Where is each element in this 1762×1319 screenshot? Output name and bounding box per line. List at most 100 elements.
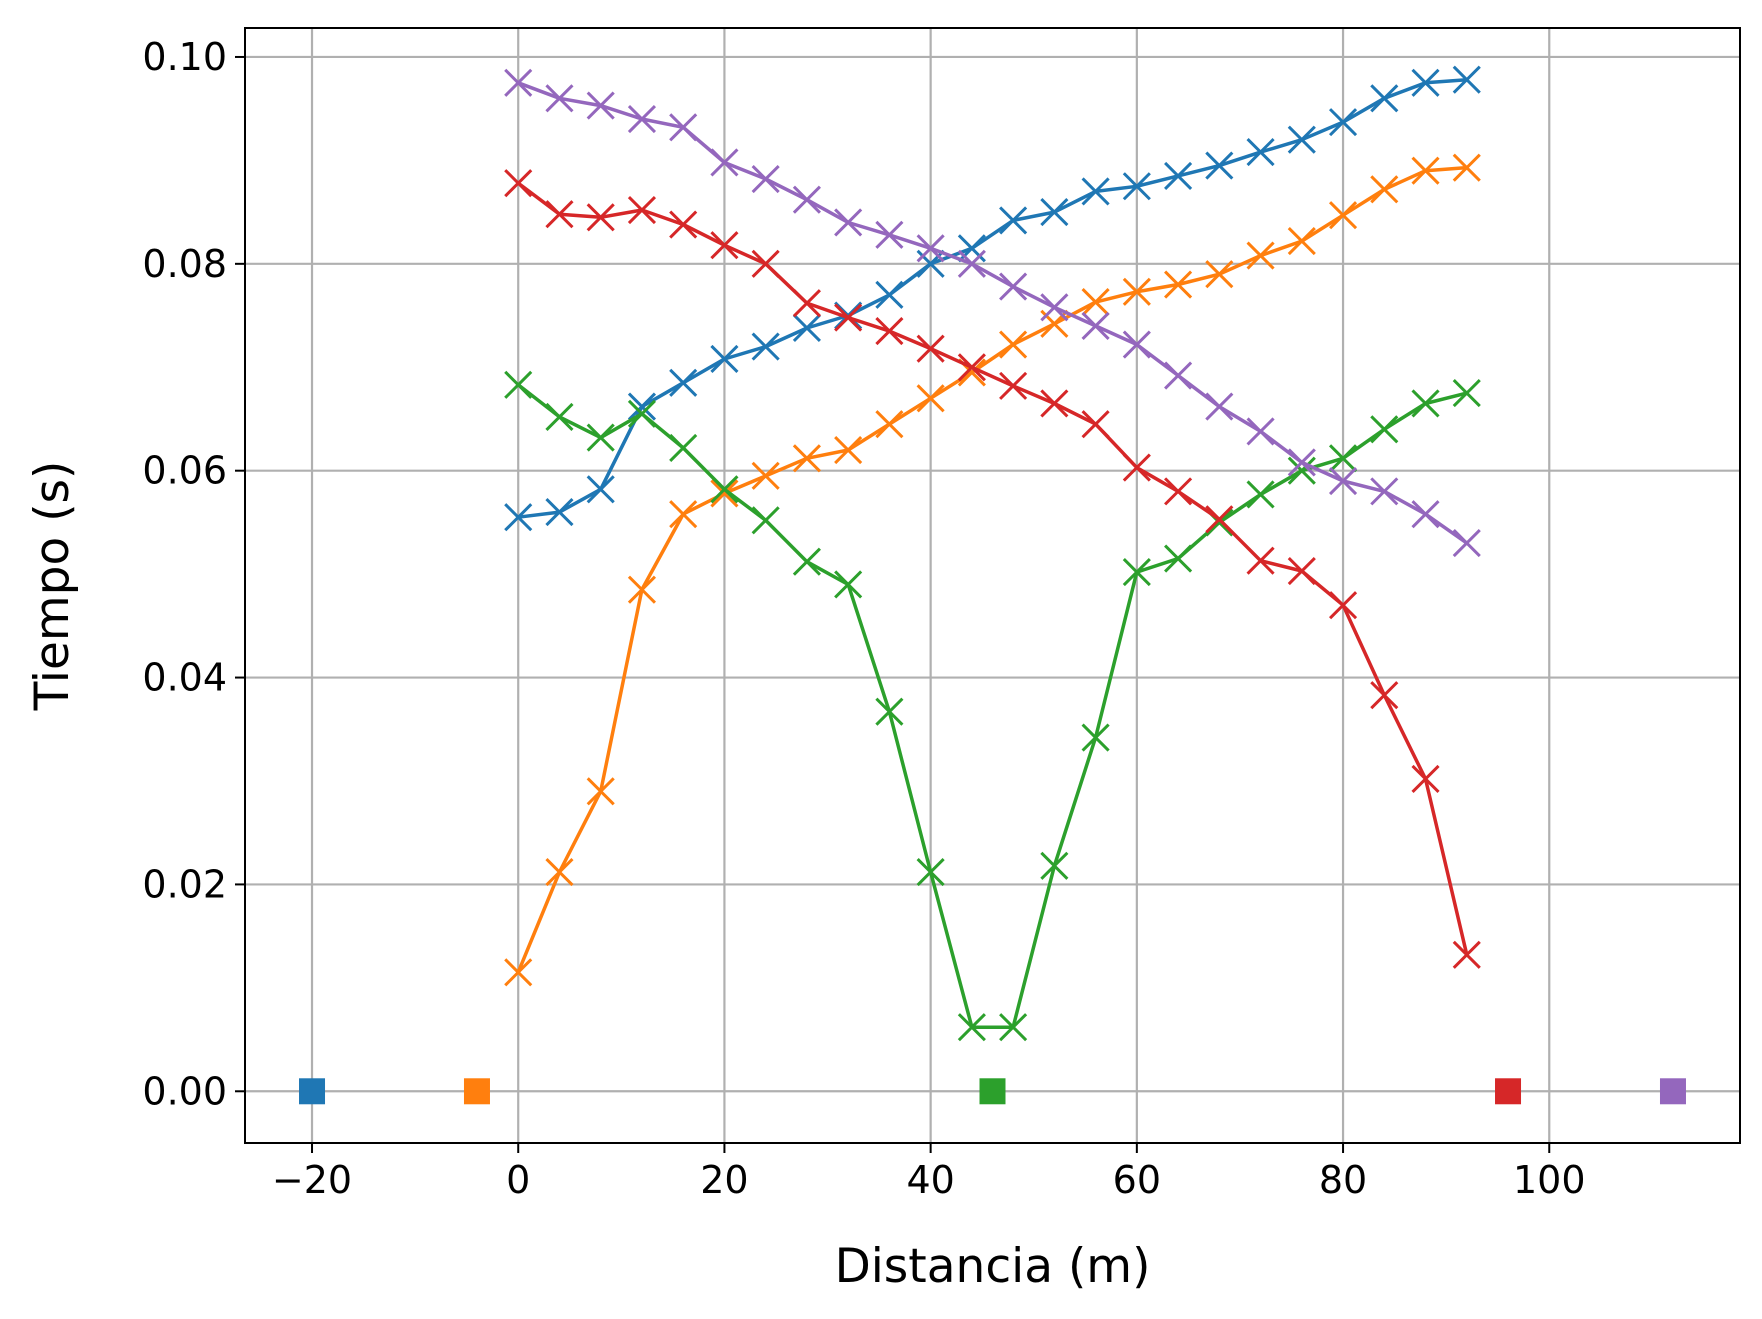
data-point <box>669 500 698 529</box>
x-tick-label: 0 <box>506 1158 530 1202</box>
data-point <box>627 399 657 428</box>
data-point <box>1411 764 1440 793</box>
data-point <box>834 208 863 237</box>
data-point <box>1452 379 1481 408</box>
x-axis-label: Distancia (m) <box>835 1239 1151 1294</box>
data-point <box>1164 477 1193 506</box>
y-tick-label: 0.06 <box>142 449 227 493</box>
y-tick-label: 0.10 <box>142 35 227 79</box>
data-point <box>586 91 615 120</box>
series-4 <box>504 68 1686 1105</box>
data-point <box>627 104 657 134</box>
data-point <box>1164 161 1193 190</box>
data-point <box>957 234 986 263</box>
data-point <box>1081 723 1110 752</box>
data-point <box>1370 175 1399 204</box>
data-point <box>1287 125 1316 154</box>
x-tick-label: −20 <box>272 1158 352 1202</box>
data-point <box>1040 198 1069 227</box>
data-point <box>999 206 1028 235</box>
data-point <box>1411 68 1440 97</box>
data-point <box>875 316 904 346</box>
source-marker <box>979 1078 1006 1105</box>
series-line <box>517 81 1468 545</box>
data-point <box>710 479 739 508</box>
data-point <box>586 423 615 452</box>
series-1 <box>463 153 1481 1105</box>
data-point <box>834 435 863 465</box>
y-tick-label: 0.08 <box>142 242 227 286</box>
source-marker <box>463 1078 490 1105</box>
data-point <box>1452 65 1481 94</box>
data-point <box>669 433 698 462</box>
data-point <box>751 249 780 278</box>
data-point <box>751 332 780 361</box>
data-point <box>1246 480 1275 509</box>
data-point <box>1370 477 1399 506</box>
data-point <box>1411 500 1440 529</box>
data-point <box>669 113 698 142</box>
data-point <box>545 498 574 527</box>
data-point <box>504 68 533 97</box>
data-point <box>999 371 1028 400</box>
x-tick-label: 60 <box>1113 1158 1161 1202</box>
data-point <box>1287 456 1316 485</box>
data-point <box>792 313 821 343</box>
data-point <box>1411 156 1440 185</box>
data-point <box>916 334 945 363</box>
series-2 <box>504 370 1481 1105</box>
data-point <box>545 84 574 113</box>
data-point <box>875 280 904 309</box>
data-point <box>1246 546 1275 575</box>
x-tick-label: 20 <box>700 1158 748 1202</box>
x-tick-label: 100 <box>1513 1158 1586 1202</box>
data-point <box>792 547 821 576</box>
data-point <box>792 185 821 214</box>
data-point <box>504 503 533 532</box>
data-point <box>627 195 657 225</box>
data-point <box>1328 444 1358 473</box>
data-point <box>710 148 739 177</box>
y-tick-label: 0.00 <box>142 1069 227 1113</box>
data-point <box>504 958 533 987</box>
data-point <box>999 272 1028 301</box>
data-point <box>834 570 863 599</box>
data-point <box>627 575 657 604</box>
data-point <box>1328 591 1358 620</box>
data-point <box>1081 311 1110 340</box>
data-point <box>1246 241 1275 270</box>
data-point <box>627 392 657 421</box>
data-point <box>545 200 574 229</box>
data-point <box>1287 227 1316 256</box>
data-point <box>1122 557 1151 587</box>
data-point <box>1164 361 1193 390</box>
ticks: −20 0 20 40 60 80 100 0.00 0.02 0.04 0.06 0.08 0.10 <box>142 35 1585 1202</box>
series-line <box>517 383 1468 1029</box>
data-point <box>710 344 739 374</box>
data-point <box>1164 270 1193 299</box>
data-point <box>1122 330 1151 359</box>
data-point <box>1411 389 1440 418</box>
data-point <box>669 210 698 239</box>
data-point <box>1287 448 1316 477</box>
data-point <box>1205 392 1234 421</box>
data-point <box>1040 851 1069 880</box>
data-point <box>1328 201 1358 230</box>
data-point <box>1205 260 1234 289</box>
source-marker <box>299 1078 326 1105</box>
data-point <box>792 444 821 473</box>
data-point <box>1246 138 1275 167</box>
data-point <box>586 777 615 806</box>
data-point <box>1040 389 1069 418</box>
data-point <box>916 234 945 263</box>
data-point <box>1081 410 1110 439</box>
data-point <box>1452 529 1481 558</box>
data-point <box>792 289 821 318</box>
data-point <box>504 169 533 198</box>
series-3 <box>504 169 1522 1105</box>
series-layer <box>299 65 1686 1105</box>
data-point <box>1164 544 1193 573</box>
data-point <box>1205 151 1234 180</box>
data-point <box>999 1013 1028 1042</box>
